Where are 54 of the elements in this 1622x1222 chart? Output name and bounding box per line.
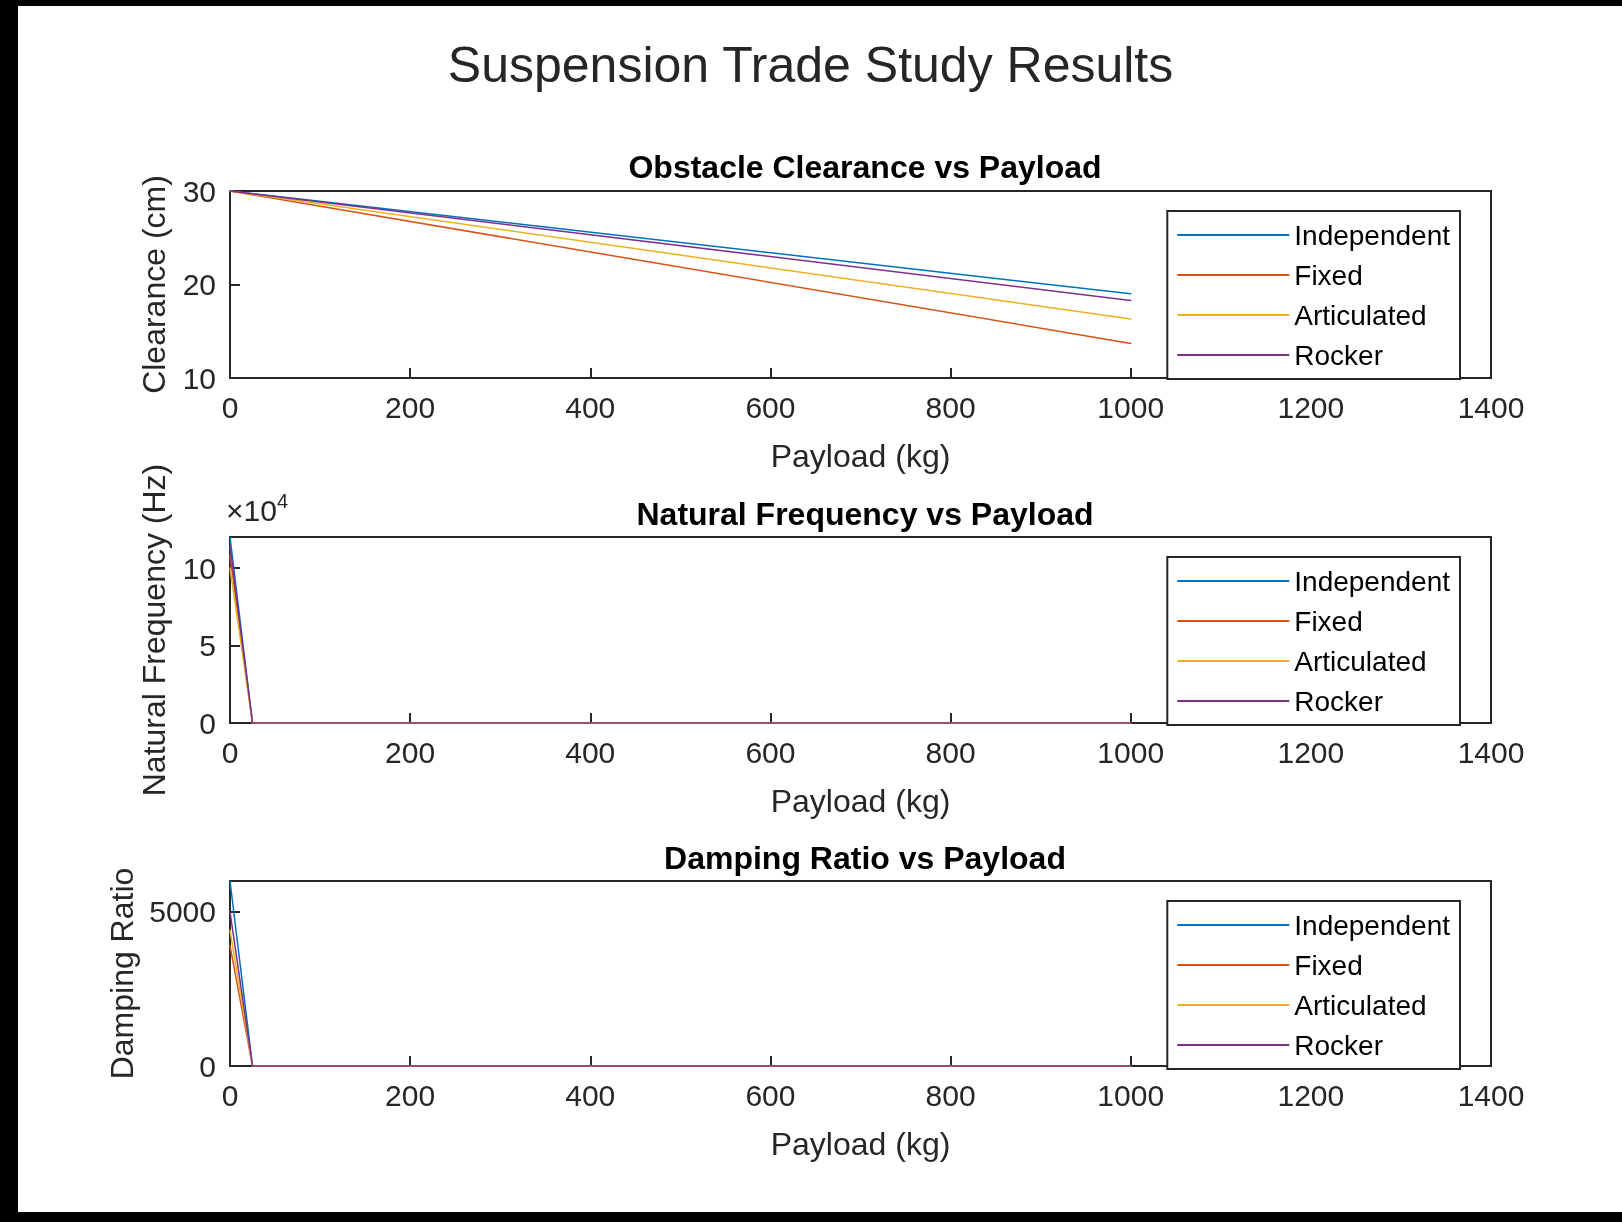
x-tick-label: 600 — [745, 1078, 796, 1112]
legend-label: Independent — [1294, 565, 1451, 597]
legend-label: Rocker — [1294, 685, 1383, 717]
x-tick-label: 1200 — [1277, 735, 1345, 769]
x-tick-label: 1200 — [1277, 1078, 1345, 1112]
y-axis-title: Natural Frequency (Hz) — [136, 463, 172, 797]
x-tick-label: 0 — [221, 1078, 239, 1112]
x-tick-label: 800 — [925, 390, 976, 424]
y-tick-label: 10 — [182, 551, 216, 585]
x-tick-label: 800 — [925, 735, 976, 769]
x-tick-label: 1200 — [1277, 390, 1345, 424]
x-tick-label: 1000 — [1097, 735, 1165, 769]
legend-label: Articulated — [1294, 645, 1427, 677]
x-tick-label: 600 — [745, 735, 796, 769]
x-axis-title: Payload (kg) — [770, 783, 951, 819]
x-tick-label: 200 — [385, 735, 436, 769]
y-tick-label: 0 — [199, 1049, 216, 1083]
x-axis-title: Payload (kg) — [770, 1126, 951, 1162]
x-tick-label: 1400 — [1457, 1078, 1525, 1112]
x-axis-title: Payload (kg) — [770, 438, 951, 474]
legend-label: Rocker — [1294, 339, 1383, 371]
legend-label: Fixed — [1294, 949, 1363, 981]
chart-title: Obstacle Clearance vs Payload — [628, 149, 1102, 185]
legend-label: Fixed — [1294, 259, 1363, 291]
x-tick-label: 800 — [925, 1078, 976, 1112]
x-tick-label: 1400 — [1457, 735, 1525, 769]
y-tick-label: 20 — [182, 268, 216, 301]
legend-label: Rocker — [1294, 1029, 1383, 1061]
legend-label: Articulated — [1294, 299, 1427, 331]
text: Suspension Trade Study Results — [447, 37, 1174, 93]
x-tick-label: 400 — [565, 735, 616, 769]
legend-label: Articulated — [1294, 989, 1427, 1021]
y-axis-title: Damping Ratio — [104, 867, 141, 1080]
x-tick-label: 400 — [565, 1078, 616, 1112]
chart-title: Natural Frequency vs Payload — [636, 496, 1094, 532]
chart-title: Damping Ratio vs Payload — [664, 840, 1066, 876]
x-tick-label: 0 — [221, 390, 239, 424]
y-tick-label: 30 — [182, 174, 216, 208]
legend-label: Fixed — [1294, 605, 1363, 637]
y-tick-label: 5000 — [149, 895, 216, 929]
y-tick-label: 5 — [199, 629, 216, 662]
legend-label: Independent — [1294, 909, 1451, 941]
x-tick-label: 200 — [385, 390, 436, 424]
x-tick-label: 600 — [745, 390, 796, 424]
y-axis-title: Clearance (cm) — [136, 175, 172, 394]
x-tick-label: 400 — [565, 390, 616, 424]
legend-label: Independent — [1294, 219, 1451, 251]
y-tick-label: 0 — [199, 706, 216, 740]
y-tick-label: 10 — [182, 361, 216, 395]
x-tick-label: 200 — [385, 1078, 436, 1112]
x-tick-label: 1000 — [1097, 390, 1165, 424]
x-tick-label: 1400 — [1457, 390, 1525, 424]
x-tick-label: 1000 — [1097, 1078, 1165, 1112]
x-tick-label: 0 — [221, 735, 239, 769]
